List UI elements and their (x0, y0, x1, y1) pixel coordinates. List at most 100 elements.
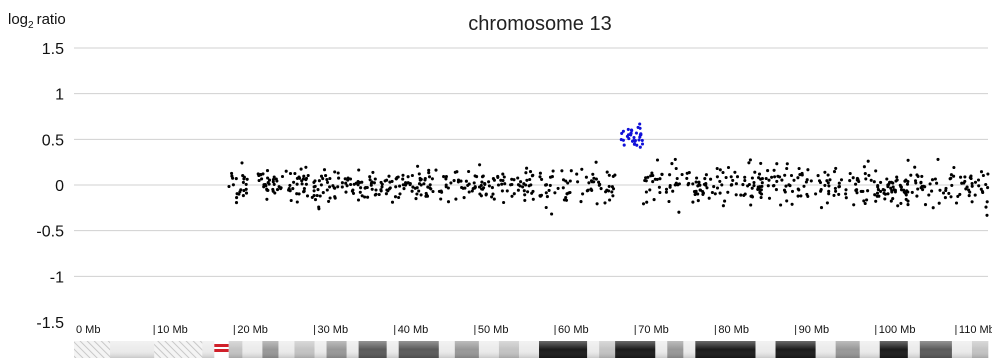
data-point (747, 161, 751, 165)
data-point (410, 173, 414, 178)
data-point (358, 180, 362, 185)
data-point (748, 158, 752, 162)
data-point (677, 210, 681, 214)
data-point (916, 174, 920, 178)
data-point (377, 192, 381, 197)
data-point (434, 168, 438, 172)
data-point (906, 203, 910, 207)
data-point (241, 174, 245, 178)
data-point (749, 203, 753, 207)
data-point (774, 188, 778, 192)
data-point (886, 192, 890, 196)
data-point-gain (638, 145, 642, 149)
data-point (734, 193, 738, 197)
data-point (882, 188, 886, 192)
data-point (265, 188, 269, 192)
data-point (956, 194, 960, 198)
data-point-gain (629, 131, 633, 135)
data-point (981, 190, 985, 195)
ideogram-band-shade (587, 341, 600, 358)
data-point (977, 184, 981, 188)
data-point (538, 171, 542, 175)
data-point (379, 180, 383, 184)
x-tick-label: 90 Mb (799, 324, 830, 336)
data-point (591, 172, 595, 176)
data-point (594, 160, 598, 164)
data-point (796, 194, 800, 198)
ideogram-band (154, 341, 203, 358)
data-point (352, 182, 356, 186)
y-axis-label-prefix: log (8, 11, 28, 28)
data-point (833, 186, 837, 190)
data-point (301, 177, 305, 181)
data-point (827, 184, 831, 188)
data-point (896, 204, 900, 208)
data-point (928, 182, 932, 186)
data-point (565, 192, 569, 196)
data-point (817, 179, 822, 183)
data-point (986, 186, 990, 190)
data-point (713, 192, 717, 196)
data-point (743, 175, 747, 179)
data-point (950, 183, 954, 187)
ideogram-band-shade (695, 341, 756, 358)
data-point (976, 178, 981, 182)
data-point-gain (626, 127, 630, 131)
data-point (510, 177, 514, 181)
data-point (287, 187, 291, 191)
data-point (752, 184, 756, 188)
data-point (720, 183, 724, 187)
data-point (419, 183, 423, 187)
data-point (785, 199, 789, 203)
data-point (733, 170, 737, 174)
data-point (985, 200, 989, 204)
data-point (539, 193, 544, 197)
data-point (823, 183, 827, 187)
data-point (319, 174, 324, 178)
data-point (923, 185, 927, 189)
data-point (459, 179, 463, 183)
data-point (357, 168, 361, 172)
data-point (501, 178, 505, 183)
data-point (328, 176, 332, 181)
data-point (315, 193, 319, 198)
data-point (297, 192, 301, 196)
data-point (848, 171, 852, 176)
data-point (427, 175, 432, 179)
ideogram-band-shade (314, 341, 327, 358)
data-point-gain (630, 139, 635, 143)
data-point (844, 192, 848, 196)
ideogram-band-shade (879, 341, 909, 358)
ideogram-band-shade (599, 341, 616, 358)
data-point (866, 189, 870, 193)
data-point (242, 177, 246, 181)
data-point (969, 176, 973, 181)
data-point (472, 181, 476, 185)
data-point (265, 169, 270, 173)
data-point (605, 170, 609, 174)
data-point (649, 174, 653, 178)
data-point (351, 191, 356, 195)
data-point (566, 181, 570, 185)
data-point (561, 178, 566, 182)
data-point (693, 192, 697, 197)
data-point (930, 189, 934, 193)
centromere-mark (214, 349, 229, 352)
data-point (707, 196, 711, 200)
data-point (408, 182, 412, 186)
data-point (675, 176, 679, 181)
data-point (333, 170, 337, 174)
data-point (496, 175, 500, 179)
grid-lines (74, 47, 988, 277)
data-point (231, 176, 235, 180)
data-point (935, 181, 939, 185)
data-point (491, 177, 495, 181)
data-point (952, 174, 956, 178)
data-point (645, 200, 649, 204)
ideogram-band-shade (539, 341, 588, 358)
data-point (931, 206, 935, 210)
ideogram-band-shade (615, 341, 656, 358)
y-axis-label-subscript: 2 (28, 20, 34, 31)
data-point (394, 185, 398, 189)
